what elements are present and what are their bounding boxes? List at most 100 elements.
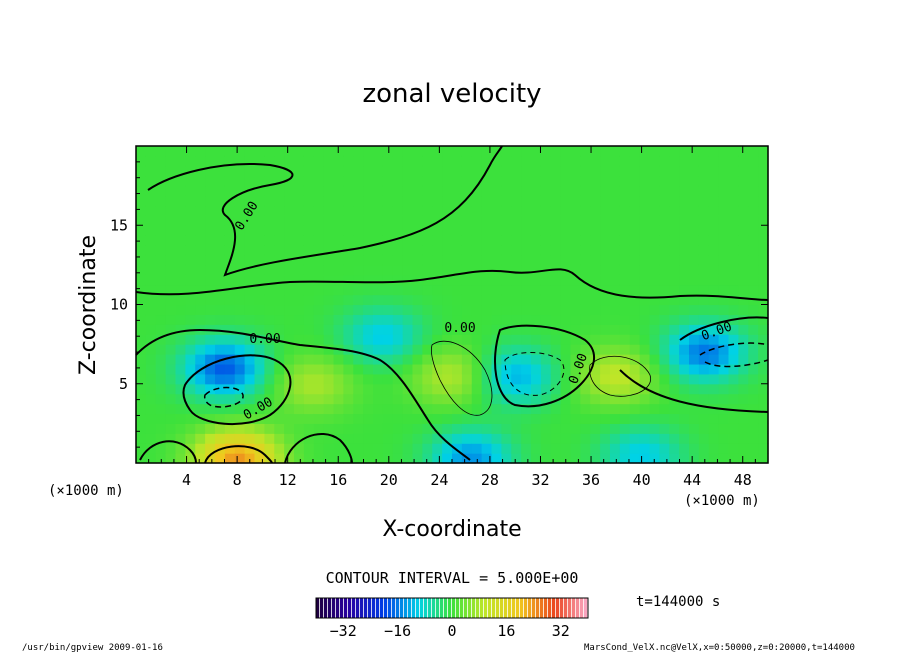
heat-cell (590, 245, 601, 256)
heat-cell (471, 423, 483, 434)
heat-cell (679, 254, 690, 266)
heat-cell (580, 155, 591, 167)
heat-cell (422, 165, 433, 177)
heat-cell (165, 403, 177, 415)
heat-cell (224, 344, 236, 355)
heat-cell (758, 423, 769, 434)
heat-cell (748, 284, 759, 296)
heat-cell (175, 155, 186, 167)
zero-contour-bottom (139, 433, 353, 464)
heat-cell (284, 314, 295, 325)
heat-cell (600, 383, 611, 395)
heat-cell (511, 413, 522, 424)
heat-cell (540, 155, 552, 167)
heat-cell (452, 254, 463, 266)
heat-cell (689, 314, 700, 325)
heat-cell (679, 363, 690, 375)
heat-cell (165, 383, 177, 395)
heat-cell (629, 215, 641, 226)
heat-cell (600, 344, 611, 355)
heat-cell (491, 146, 502, 157)
heat-cell (392, 413, 404, 424)
heat-cell (540, 165, 552, 177)
heat-cell (718, 274, 730, 286)
heat-cell (165, 433, 177, 444)
heat-cell (155, 274, 167, 286)
heat-cell (748, 146, 759, 157)
heat-cell (303, 403, 315, 415)
heat-cell (373, 264, 384, 276)
heat-cell (600, 314, 611, 325)
heat-cell (540, 185, 552, 197)
heat-cell (471, 146, 483, 157)
heat-cell (550, 304, 562, 316)
heat-cell (205, 235, 216, 246)
heat-cell (461, 185, 473, 197)
heat-cell (294, 225, 305, 236)
heat-cell (185, 284, 196, 296)
heat-cell (669, 294, 680, 306)
heat-cell (175, 403, 186, 415)
heat-cell (254, 155, 265, 167)
colorbar-cell (444, 598, 448, 618)
heat-cell (491, 284, 502, 296)
heat-cell (422, 294, 433, 306)
heat-cell (639, 304, 651, 316)
heat-cell (303, 433, 315, 444)
x-tick-label: 4 (182, 471, 191, 489)
heat-cell (254, 324, 265, 335)
heat-cell (748, 245, 759, 256)
heat-cell (145, 284, 157, 296)
heat-cell (274, 453, 285, 464)
heat-cell (432, 443, 443, 454)
heat-cell (244, 363, 256, 375)
heat-cell (392, 264, 404, 276)
heat-cell (402, 324, 414, 335)
heat-cell (521, 146, 532, 157)
heat-cell (442, 264, 453, 276)
heat-cell (155, 205, 167, 216)
heat-cell (185, 294, 196, 306)
heat-cell (274, 146, 285, 157)
heat-cell (205, 314, 216, 325)
heat-cell (748, 264, 759, 276)
heat-cell (303, 393, 315, 405)
heat-cell (442, 393, 453, 405)
colorbar-cell (424, 598, 428, 618)
heat-cell (205, 284, 216, 296)
heat-cell (432, 175, 443, 187)
heat-cell (659, 383, 670, 395)
heat-cell (244, 195, 256, 207)
heat-cell (373, 373, 384, 385)
heat-cell (185, 205, 196, 216)
heat-cell (392, 393, 404, 405)
contour-interval: CONTOUR INTERVAL = 5.000E+00 (326, 569, 579, 587)
heat-cell (382, 314, 394, 325)
heat-cell (432, 235, 443, 246)
heat-cell (639, 215, 651, 226)
heat-cell (382, 165, 394, 177)
heat-cell (580, 383, 591, 395)
heat-cell (471, 453, 483, 464)
heat-cell (185, 175, 196, 187)
heat-cell (728, 324, 739, 335)
heat-cell (452, 155, 463, 167)
heat-cell (738, 264, 749, 276)
heat-cell (669, 423, 680, 434)
heat-cell (136, 195, 147, 207)
heat-cell (511, 235, 522, 246)
heat-cell (491, 254, 502, 266)
heat-cell (521, 453, 532, 464)
heat-cell (274, 354, 285, 365)
heat-cell (294, 215, 305, 226)
heat-cell (333, 274, 344, 286)
heat-cell (254, 373, 265, 385)
heat-cell (570, 146, 581, 157)
heat-cell (590, 393, 601, 405)
heat-cell (619, 284, 631, 296)
heat-cell (442, 413, 453, 424)
heat-cell (303, 165, 315, 177)
heat-cell (274, 195, 285, 207)
heat-cell (698, 205, 710, 216)
colorbar-cell (448, 598, 452, 618)
